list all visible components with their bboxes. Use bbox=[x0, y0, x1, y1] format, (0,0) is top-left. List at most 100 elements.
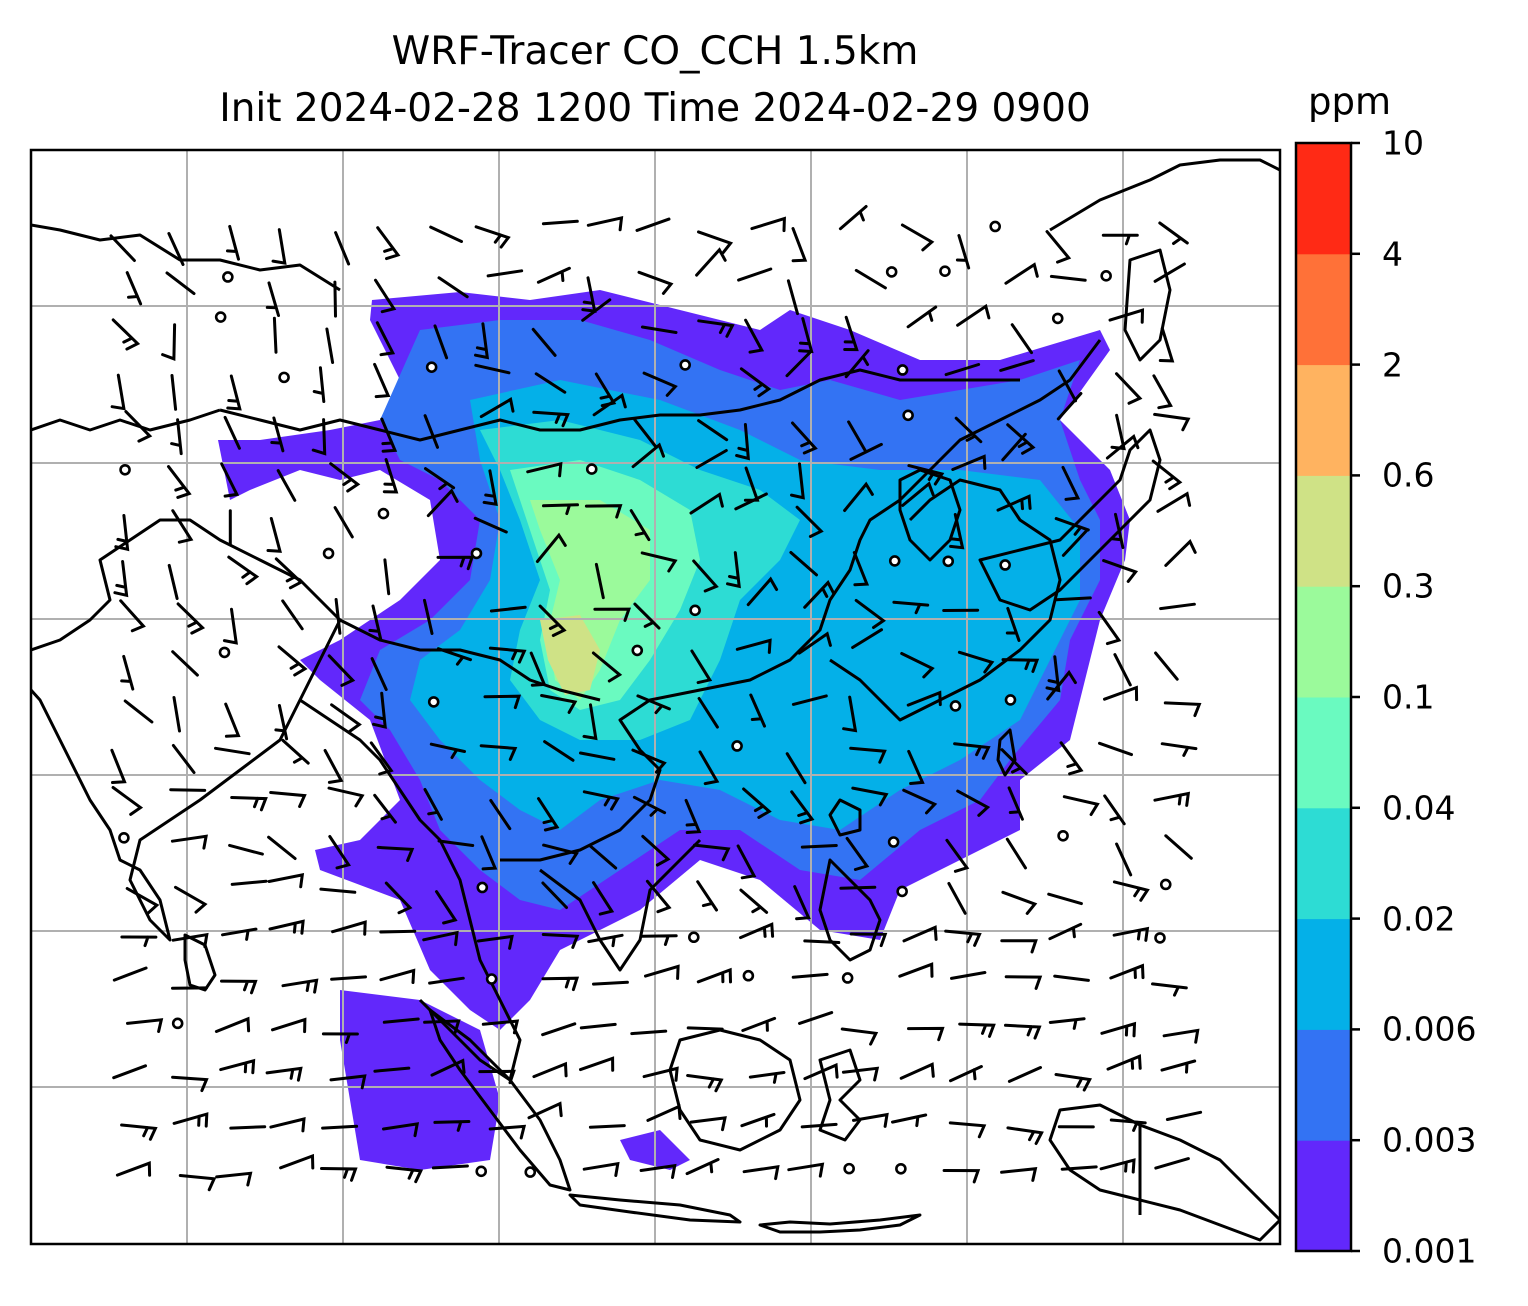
colorbar-tick-label: 2 bbox=[1382, 345, 1403, 385]
calm-wind-circle bbox=[887, 836, 900, 848]
wind-barb bbox=[537, 797, 560, 832]
wind-barb bbox=[636, 694, 671, 715]
coastline-north-west bbox=[31, 223, 341, 292]
wind-barb bbox=[695, 247, 727, 277]
wind-barb bbox=[852, 551, 870, 587]
wind-barb bbox=[795, 505, 824, 538]
calm-wind-circle bbox=[689, 604, 701, 617]
wind-barb bbox=[586, 215, 624, 232]
wind-barb bbox=[383, 558, 391, 596]
wind-barbs bbox=[109, 205, 1203, 1192]
wind-barb bbox=[125, 887, 160, 915]
wind-barb bbox=[1112, 880, 1150, 902]
wind-barb bbox=[479, 397, 515, 419]
wind-barb bbox=[423, 788, 443, 821]
calm-wind-circle bbox=[902, 409, 914, 422]
wind-barb bbox=[1160, 1059, 1197, 1074]
calm-wind-circle bbox=[742, 969, 755, 982]
wind-barb bbox=[224, 702, 241, 738]
coastline-japan bbox=[978, 428, 1162, 612]
wind-barb bbox=[1062, 795, 1100, 816]
wind-barb bbox=[226, 374, 242, 411]
wind-barb bbox=[473, 516, 508, 534]
wind-barb bbox=[483, 694, 522, 710]
wind-barb bbox=[851, 786, 889, 807]
wind-barb bbox=[849, 746, 887, 764]
wind-barb bbox=[942, 1169, 981, 1184]
wind-barb bbox=[1001, 432, 1027, 462]
wind-barb bbox=[845, 836, 870, 871]
calm-wind-circle bbox=[427, 696, 440, 708]
wind-barb bbox=[644, 964, 680, 980]
wind-barb bbox=[532, 410, 570, 428]
wind-barb bbox=[119, 599, 146, 633]
wind-barb bbox=[1110, 512, 1125, 550]
coastline-hainan bbox=[828, 798, 862, 837]
wind-barb bbox=[689, 492, 724, 515]
wind-barb bbox=[1001, 658, 1040, 673]
wind-barb bbox=[696, 967, 732, 984]
wind-barb bbox=[161, 323, 177, 361]
coastline-china-east bbox=[829, 478, 1062, 722]
map-title-line1: WRF-Tracer CO_CCH 1.5km bbox=[391, 29, 919, 74]
wind-barb bbox=[426, 488, 459, 518]
calm-wind-circle bbox=[377, 507, 390, 520]
wind-barb bbox=[1156, 491, 1192, 513]
wind-barb bbox=[112, 1064, 147, 1080]
wind-barb bbox=[1102, 559, 1139, 583]
wind-barb bbox=[123, 699, 154, 724]
wind-barb bbox=[532, 1061, 568, 1079]
coastline-srilanka bbox=[183, 933, 217, 992]
calm-wind-circle bbox=[841, 972, 854, 984]
wind-barb bbox=[171, 744, 196, 774]
wind-barb bbox=[267, 835, 297, 860]
wind-barb bbox=[281, 599, 304, 631]
wind-barb bbox=[635, 217, 671, 232]
wind-barb bbox=[167, 563, 179, 600]
wind-barb bbox=[999, 359, 1035, 372]
wind-barb bbox=[582, 790, 620, 811]
wind-barb bbox=[323, 749, 344, 784]
wind-barb bbox=[384, 881, 413, 915]
calm-wind-circle bbox=[585, 463, 598, 475]
wind-barb bbox=[786, 279, 799, 316]
wind-barb bbox=[126, 1018, 164, 1033]
wind-barb bbox=[274, 704, 289, 741]
wind-barb bbox=[488, 646, 527, 664]
wind-barb bbox=[382, 1122, 420, 1138]
wind-barb bbox=[170, 834, 208, 850]
wind-barb bbox=[330, 975, 367, 981]
calm-wind-circle bbox=[843, 1162, 855, 1175]
wind-barb bbox=[165, 271, 196, 296]
wind-barb bbox=[1153, 412, 1191, 432]
colorbar-tick-label: 0.02 bbox=[1382, 899, 1456, 939]
wind-barb bbox=[374, 278, 397, 314]
wind-barb bbox=[423, 598, 434, 635]
wind-barb bbox=[949, 513, 965, 550]
calm-wind-circle bbox=[171, 1017, 184, 1030]
wind-barb bbox=[1153, 791, 1191, 807]
wind-barb bbox=[266, 517, 282, 553]
wind-barb bbox=[379, 929, 417, 934]
coastline-caspian bbox=[31, 408, 221, 432]
wind-barb bbox=[527, 1101, 563, 1120]
map-frame bbox=[29, 148, 1282, 1246]
wind-barb bbox=[1005, 606, 1021, 642]
wind-barb bbox=[584, 504, 623, 519]
wind-barb bbox=[535, 532, 567, 563]
wind-barb bbox=[327, 654, 356, 687]
wind-barb bbox=[482, 469, 498, 506]
wind-barb bbox=[534, 372, 567, 394]
colorbar bbox=[1294, 141, 1360, 1253]
wind-barb bbox=[423, 414, 439, 449]
map-title-line2: Init 2024-02-28 1200 Time 2024-02-29 090… bbox=[219, 86, 1091, 131]
wind-barb bbox=[791, 972, 829, 979]
wind-barb bbox=[429, 742, 466, 759]
wind-barb bbox=[843, 315, 859, 352]
colorbar-tick-label: 0.1 bbox=[1382, 677, 1435, 717]
wind-barb bbox=[640, 934, 678, 946]
wind-barb bbox=[1163, 701, 1202, 718]
coastline-southeast-asia bbox=[539, 838, 702, 972]
wind-barb bbox=[373, 362, 391, 399]
wind-barb bbox=[803, 580, 836, 609]
